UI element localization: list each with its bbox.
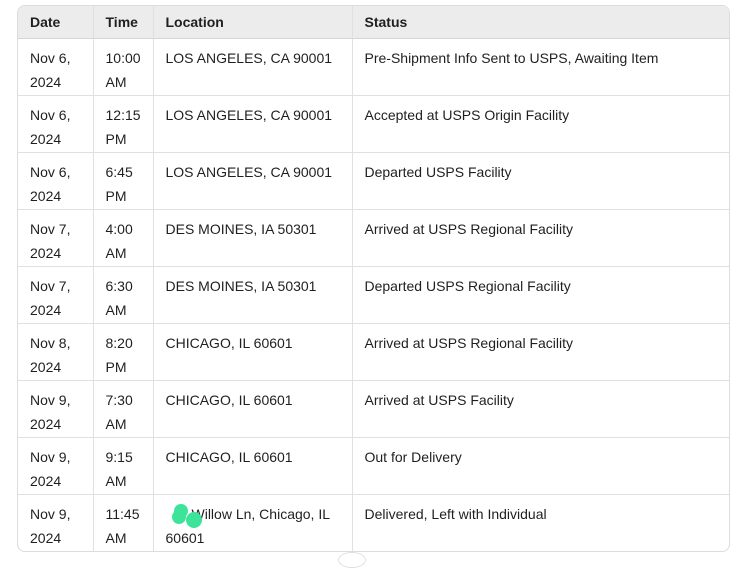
cell-time: 10:00 AM (92, 38, 153, 96)
time-text: 11:45 AM (105, 506, 140, 546)
cell-date: Nov 6, 2024 (18, 152, 93, 210)
status-text: Pre-Shipment Info Sent to USPS, Awaiting… (364, 50, 659, 66)
time-text: 6:30 AM (105, 278, 133, 318)
header-date: Date (18, 6, 93, 39)
redaction-mark (162, 504, 202, 528)
status-text: Out for Delivery (364, 449, 462, 465)
cell-status: Arrived at USPS Regional Facility (351, 323, 729, 381)
status-text: Departed USPS Facility (364, 164, 512, 180)
cell-location: LOS ANGELES, CA 90001 (152, 152, 352, 210)
scroll-down-button[interactable] (338, 552, 366, 568)
cell-date: Nov 9, 2024 (18, 380, 93, 438)
cell-status: Pre-Shipment Info Sent to USPS, Awaiting… (351, 38, 729, 96)
status-text: Delivered, Left with Individual (364, 506, 547, 522)
location-text: DES MOINES, IA 50301 (165, 221, 317, 237)
cell-time: 9:15 AM (92, 437, 153, 495)
date-text: Nov 6, 2024 (30, 50, 71, 90)
cell-location: DES MOINES, IA 50301 (152, 266, 352, 324)
cell-status: Departed USPS Facility (351, 152, 729, 210)
table-header-row: Date Time Location Status (18, 6, 729, 39)
cell-date: Nov 9, 2024 (18, 437, 93, 495)
date-text: Nov 9, 2024 (30, 449, 71, 489)
table-row: Nov 9, 2024 7:30 AM CHICAGO, IL 60601 Arriv… (18, 380, 729, 438)
cell-location: CHICAGO, IL 60601 (152, 323, 352, 381)
header-status: Status (351, 6, 729, 39)
time-text: 12:15 PM (105, 107, 141, 147)
table-row: Nov 7, 2024 6:30 AM DES MOINES, IA 50301 De… (18, 266, 729, 324)
cell-status: Accepted at USPS Origin Facility (351, 95, 729, 153)
table-row: Nov 8, 2024 8:20 PM CHICAGO, IL 60601 Arriv… (18, 323, 729, 381)
cell-status: Delivered, Left with Individual (351, 494, 729, 551)
location-text: CHICAGO, IL 60601 (165, 335, 293, 351)
date-text: Nov 9, 2024 (30, 392, 71, 432)
cell-location: CHICAGO, IL 60601 (152, 380, 352, 438)
date-text: Nov 6, 2024 (30, 164, 71, 204)
location-text: CHICAGO, IL 60601 (165, 449, 293, 465)
cell-date: Nov 6, 2024 (18, 39, 93, 96)
status-text: Arrived at USPS Regional Facility (364, 335, 574, 351)
location-text: DES MOINES, IA 50301 (165, 278, 317, 294)
cell-time: 8:20 PM (92, 323, 153, 381)
tracking-table: Date Time Location Status Nov 6, 2024 10:… (18, 6, 729, 551)
cell-status: Departed USPS Regional Facility (351, 266, 729, 324)
status-text: Accepted at USPS Origin Facility (364, 107, 570, 123)
header-location: Location (152, 6, 352, 39)
date-text: Nov 8, 2024 (30, 335, 71, 375)
header-time: Time (92, 6, 153, 39)
cell-time: 11:45 AM (92, 494, 153, 551)
cell-time: 7:30 AM (92, 380, 153, 438)
cell-location: DES MOINES, IA 50301 (152, 209, 352, 267)
cell-date: Nov 9, 2024 (18, 494, 93, 551)
table-row: Nov 6, 2024 12:15 PM LOS ANGELES, CA 90001… (18, 95, 729, 153)
table-row: Nov 6, 2024 10:00 AM LOS ANGELES, CA 90001… (18, 38, 729, 96)
cell-time: 4:00 AM (92, 209, 153, 267)
cell-time: 12:15 PM (92, 95, 153, 153)
time-text: 8:20 PM (105, 335, 133, 375)
cell-status: Arrived at USPS Facility (351, 380, 729, 438)
cell-location: LOS ANGELES, CA 90001 (152, 38, 352, 96)
date-text: Nov 9, 2024 (30, 506, 71, 546)
table-row: Nov 9, 2024 11:45 AM Willow Ln, Chicago, I… (18, 494, 729, 551)
cell-status: Arrived at USPS Regional Facility (351, 209, 729, 267)
time-text: 10:00 AM (105, 50, 141, 90)
tracking-table-container: Date Time Location Status Nov 6, 2024 10:… (17, 5, 730, 552)
status-text: Arrived at USPS Regional Facility (364, 221, 574, 237)
table-row: Nov 9, 2024 9:15 AM CHICAGO, IL 60601 Out f… (18, 437, 729, 495)
location-text: CHICAGO, IL 60601 (165, 392, 293, 408)
cell-time: 6:30 AM (92, 266, 153, 324)
time-text: 7:30 AM (105, 392, 133, 432)
cell-time: 6:45 PM (92, 152, 153, 210)
date-text: Nov 6, 2024 (30, 107, 71, 147)
cell-date: Nov 7, 2024 (18, 266, 93, 324)
cell-date: Nov 8, 2024 (18, 323, 93, 381)
location-text: Willow Ln, Chicago, IL 60601 (165, 506, 330, 546)
date-text: Nov 7, 2024 (30, 278, 71, 318)
location-text: LOS ANGELES, CA 90001 (165, 107, 333, 123)
cell-location: Willow Ln, Chicago, IL 60601 (152, 494, 352, 551)
location-text: LOS ANGELES, CA 90001 (165, 50, 333, 66)
date-text: Nov 7, 2024 (30, 221, 71, 261)
location-text: LOS ANGELES, CA 90001 (165, 164, 333, 180)
cell-status: Out for Delivery (351, 437, 729, 495)
cell-date: Nov 6, 2024 (18, 95, 93, 153)
table-row: Nov 7, 2024 4:00 AM DES MOINES, IA 50301 Ar… (18, 209, 729, 267)
time-text: 6:45 PM (105, 164, 133, 204)
status-text: Arrived at USPS Facility (364, 392, 514, 408)
cell-location: LOS ANGELES, CA 90001 (152, 95, 352, 153)
cell-date: Nov 7, 2024 (18, 209, 93, 267)
status-text: Departed USPS Regional Facility (364, 278, 571, 294)
time-text: 4:00 AM (105, 221, 133, 261)
cell-location: CHICAGO, IL 60601 (152, 437, 352, 495)
time-text: 9:15 AM (105, 449, 133, 489)
table-row: Nov 6, 2024 6:45 PM LOS ANGELES, CA 90001 D… (18, 152, 729, 210)
